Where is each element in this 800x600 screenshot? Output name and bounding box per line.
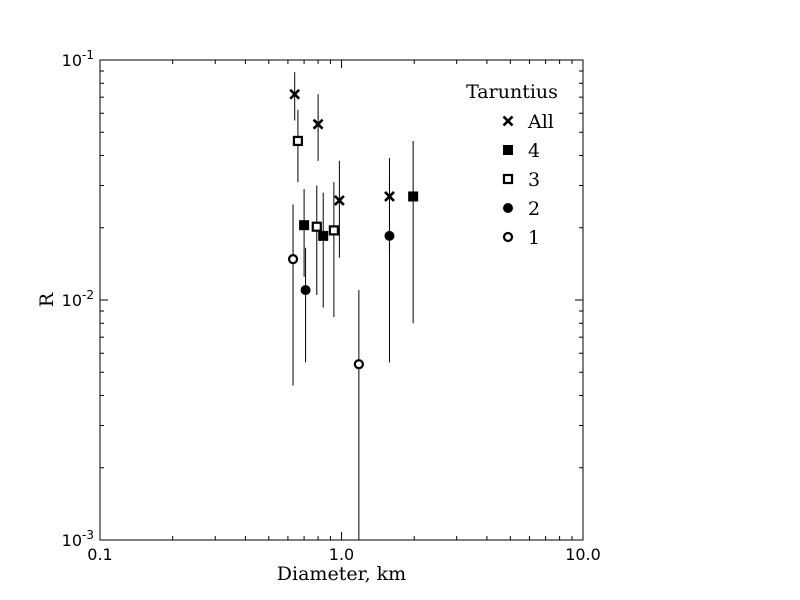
data-point (384, 230, 395, 241)
legend-label: 4 (528, 140, 540, 162)
legend-marker (503, 203, 513, 213)
data-point (312, 118, 324, 130)
x-tick-label: 0.1 (87, 545, 112, 564)
data-point (328, 225, 339, 236)
legend: Taruntius All 4 3 2 1 (466, 81, 558, 249)
y-tick-label: 10-1 (62, 48, 94, 70)
data-point (408, 191, 419, 202)
y-axis-label: R (36, 292, 58, 307)
data-point (300, 285, 311, 296)
data-point (311, 221, 322, 232)
x-tick-label: 1.0 (329, 545, 354, 564)
plot-frame (99, 59, 584, 541)
legend-label: 1 (528, 227, 540, 249)
legend-marker (502, 173, 514, 185)
legend-label: 3 (528, 169, 540, 191)
data-point (292, 135, 304, 147)
data-markers (287, 88, 419, 370)
legend-marker (502, 231, 514, 243)
x-tick-label: 10.0 (565, 545, 601, 564)
error-bars (292, 72, 414, 540)
x-axis-label: Diameter, km (277, 563, 406, 585)
data-point (299, 220, 310, 231)
data-point (333, 194, 345, 206)
legend-title: Taruntius (466, 81, 558, 103)
data-point (318, 230, 329, 241)
data-point (287, 254, 299, 265)
legend-label: 2 (528, 198, 540, 220)
legend-label: All (527, 111, 554, 133)
data-point (384, 191, 395, 202)
legend-marker (502, 115, 514, 127)
tick-labels: 0.1 1.0 10.0 10-3 10-2 10-1 (62, 48, 601, 564)
data-point (353, 359, 364, 370)
y-tick-label: 10-3 (62, 528, 94, 550)
legend-marker (503, 145, 513, 155)
axis-ticks (99, 59, 584, 541)
y-tick-label: 10-2 (62, 288, 94, 310)
data-point (289, 88, 301, 100)
